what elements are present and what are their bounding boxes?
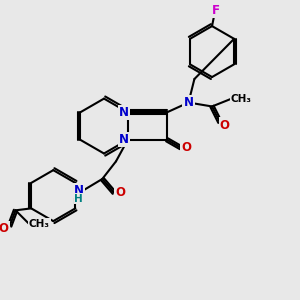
Text: O: O: [220, 118, 230, 132]
Text: N: N: [184, 96, 194, 109]
Text: H: H: [74, 194, 83, 204]
Text: N: N: [74, 184, 84, 197]
Text: N: N: [119, 133, 129, 146]
Text: CH₃: CH₃: [28, 219, 50, 229]
Text: O: O: [115, 186, 125, 199]
Text: N: N: [119, 106, 129, 119]
Text: O: O: [0, 223, 9, 236]
Text: CH₃: CH₃: [231, 94, 252, 103]
Text: F: F: [212, 4, 220, 17]
Text: O: O: [182, 141, 192, 154]
